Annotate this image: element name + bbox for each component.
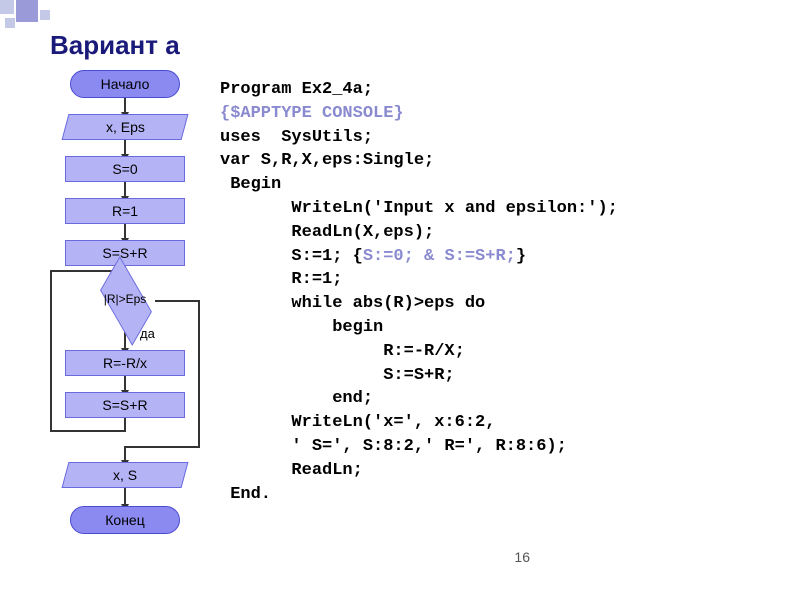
flow-process: S=S+R: [65, 240, 185, 266]
flow-process: R=1: [65, 198, 185, 224]
flow-io: x, S: [62, 462, 189, 488]
flowchart: да Началоx, EpsS=0R=1S=S+R|R|>EpsR=-R/xS…: [40, 70, 210, 590]
flow-terminal: Конец: [70, 506, 180, 534]
flow-terminal: Начало: [70, 70, 180, 98]
code-block: Program Ex2_4a;{$APPTYPE CONSOLE}uses Sy…: [220, 78, 618, 506]
flow-io: x, Eps: [62, 114, 189, 140]
flow-process: S=S+R: [65, 392, 185, 418]
page-title: Вариант а: [50, 30, 180, 61]
flow-decision: |R|>Eps: [95, 282, 155, 318]
flow-process: R=-R/x: [65, 350, 185, 376]
page-number: 16: [514, 549, 530, 565]
flow-process: S=0: [65, 156, 185, 182]
